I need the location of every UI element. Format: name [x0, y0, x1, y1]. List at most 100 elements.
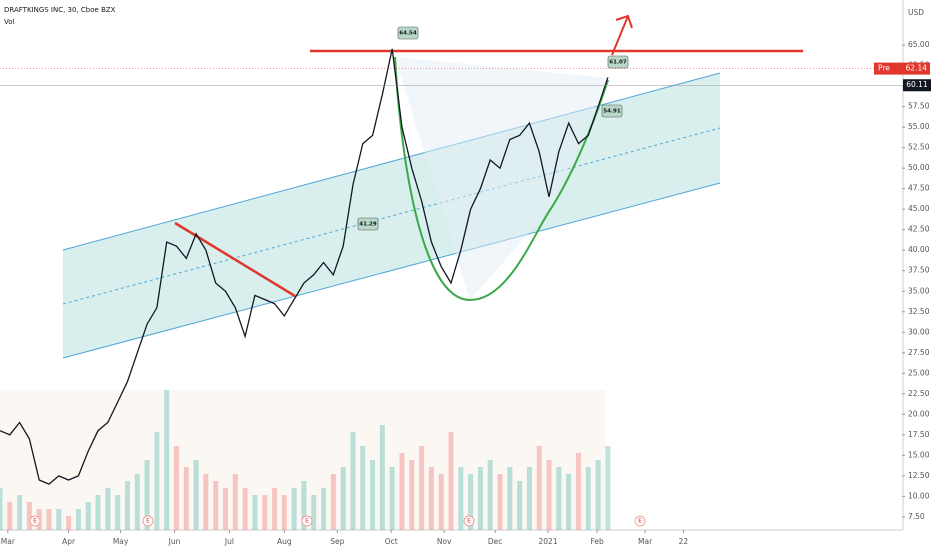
y-tick-label: 30.00 [908, 327, 930, 336]
premarket-label: Pre [878, 64, 890, 73]
volume-label: Vol [4, 18, 15, 26]
volume-bar [291, 488, 297, 530]
volume-bar [252, 495, 258, 530]
y-tick-label: 37.50 [908, 266, 930, 275]
annotation-box [397, 26, 419, 40]
x-tick-label: 2021 [539, 537, 558, 546]
earnings-label: E [33, 518, 37, 525]
volume-bar [605, 446, 611, 530]
earnings-marker [29, 515, 41, 527]
volume-bar [487, 460, 493, 530]
volume-bar [154, 432, 160, 530]
volume-bar [66, 516, 72, 530]
volume-bar [75, 509, 81, 530]
earnings-label: E [146, 518, 150, 525]
last-price-label: 60.11 [906, 80, 928, 89]
volume-bar [272, 488, 278, 530]
y-tick-label: 12.50 [908, 471, 930, 480]
currency: USD [908, 8, 924, 17]
x-tick-label: May [113, 537, 129, 546]
volume-bar [595, 460, 601, 530]
x-tick-label: Mar [638, 537, 653, 546]
volume-bar [507, 467, 513, 530]
annotation-label: 61.07 [609, 60, 627, 66]
cup-area [395, 57, 608, 300]
volume-bar [115, 495, 121, 530]
y-tick-label: 50.00 [908, 163, 930, 172]
x-tick-label: Feb [590, 537, 604, 546]
volume-bar [7, 502, 13, 530]
volume-bar [350, 432, 356, 530]
premarket-value: 62.14 [906, 64, 928, 73]
drawings [62, 14, 803, 359]
volume-bar [232, 474, 238, 530]
x-tick-label: Jul [224, 537, 234, 546]
x-tick-label: Apr [62, 537, 76, 546]
earnings-label: E [467, 518, 471, 525]
volume-bar [203, 474, 209, 530]
volume-bar [223, 488, 228, 530]
channel-mid [62, 127, 721, 305]
volume-bar [281, 495, 287, 530]
volume-bar [448, 432, 454, 530]
volume-bar [26, 502, 32, 530]
x-tick-label: Sep [330, 537, 344, 546]
volume-bar [556, 467, 562, 530]
earnings-marker [634, 515, 646, 527]
volume-bar [124, 481, 130, 530]
y-tick-label: 20.00 [908, 409, 930, 418]
volume-bar [301, 481, 307, 530]
y-tick-label: 65.00 [908, 40, 930, 49]
volume-bar [419, 446, 425, 530]
y-tick-label: 47.50 [908, 184, 930, 193]
volume-bar [370, 460, 376, 530]
volume-bar [575, 453, 581, 530]
volume-bar [477, 467, 483, 530]
y-tick-label: 17.50 [908, 430, 930, 439]
volume-bar [46, 509, 52, 530]
channel-top [62, 72, 721, 251]
y-tick-label: 10.00 [908, 491, 930, 500]
volume-bar [428, 467, 434, 530]
chart-title: DRAFTKINGS INC, 30, Cboe BZX [4, 6, 116, 14]
x-tick-label: 22 [679, 537, 689, 546]
volume-bar [134, 474, 140, 530]
volume-bar [379, 425, 385, 530]
volume-bar [330, 474, 336, 530]
annotation-box [601, 104, 623, 118]
annotation-box [357, 217, 379, 231]
volume-bar [458, 467, 464, 530]
volume-bar [262, 495, 268, 530]
x-tick-label: Dec [488, 537, 503, 546]
earnings-label: E [305, 518, 309, 525]
y-tick-label: 35.00 [908, 286, 930, 295]
volume-bar [340, 467, 346, 530]
volume-bar [105, 488, 111, 530]
volume-bar [56, 509, 62, 530]
volume-bar [144, 460, 150, 530]
volume-bar [0, 488, 3, 530]
volume-bar [438, 474, 444, 530]
x-tick-label: Jun [168, 537, 181, 546]
volume-bar [526, 467, 532, 530]
y-tick-label: 40.00 [908, 245, 930, 254]
x-tick-label: Aug [277, 537, 292, 546]
volume-bar [95, 495, 101, 530]
x-tick-label: Nov [437, 537, 452, 546]
volume-bar [497, 474, 503, 530]
volume-bar [213, 481, 219, 530]
volume-bar [409, 460, 415, 530]
arrow [611, 14, 633, 56]
volume-bar [360, 446, 366, 530]
volume-bar [585, 467, 591, 530]
annotation-label: 54.91 [603, 109, 621, 115]
y-tick-label: 15.00 [908, 450, 930, 459]
annotation-label: 41.29 [359, 222, 377, 228]
volume-bar [546, 460, 552, 530]
price-line [0, 48, 609, 485]
last-price-box [903, 79, 931, 92]
x-tick-label: Mar [1, 537, 16, 546]
volume-bar [85, 502, 91, 530]
y-tick-label: 55.00 [908, 122, 930, 131]
